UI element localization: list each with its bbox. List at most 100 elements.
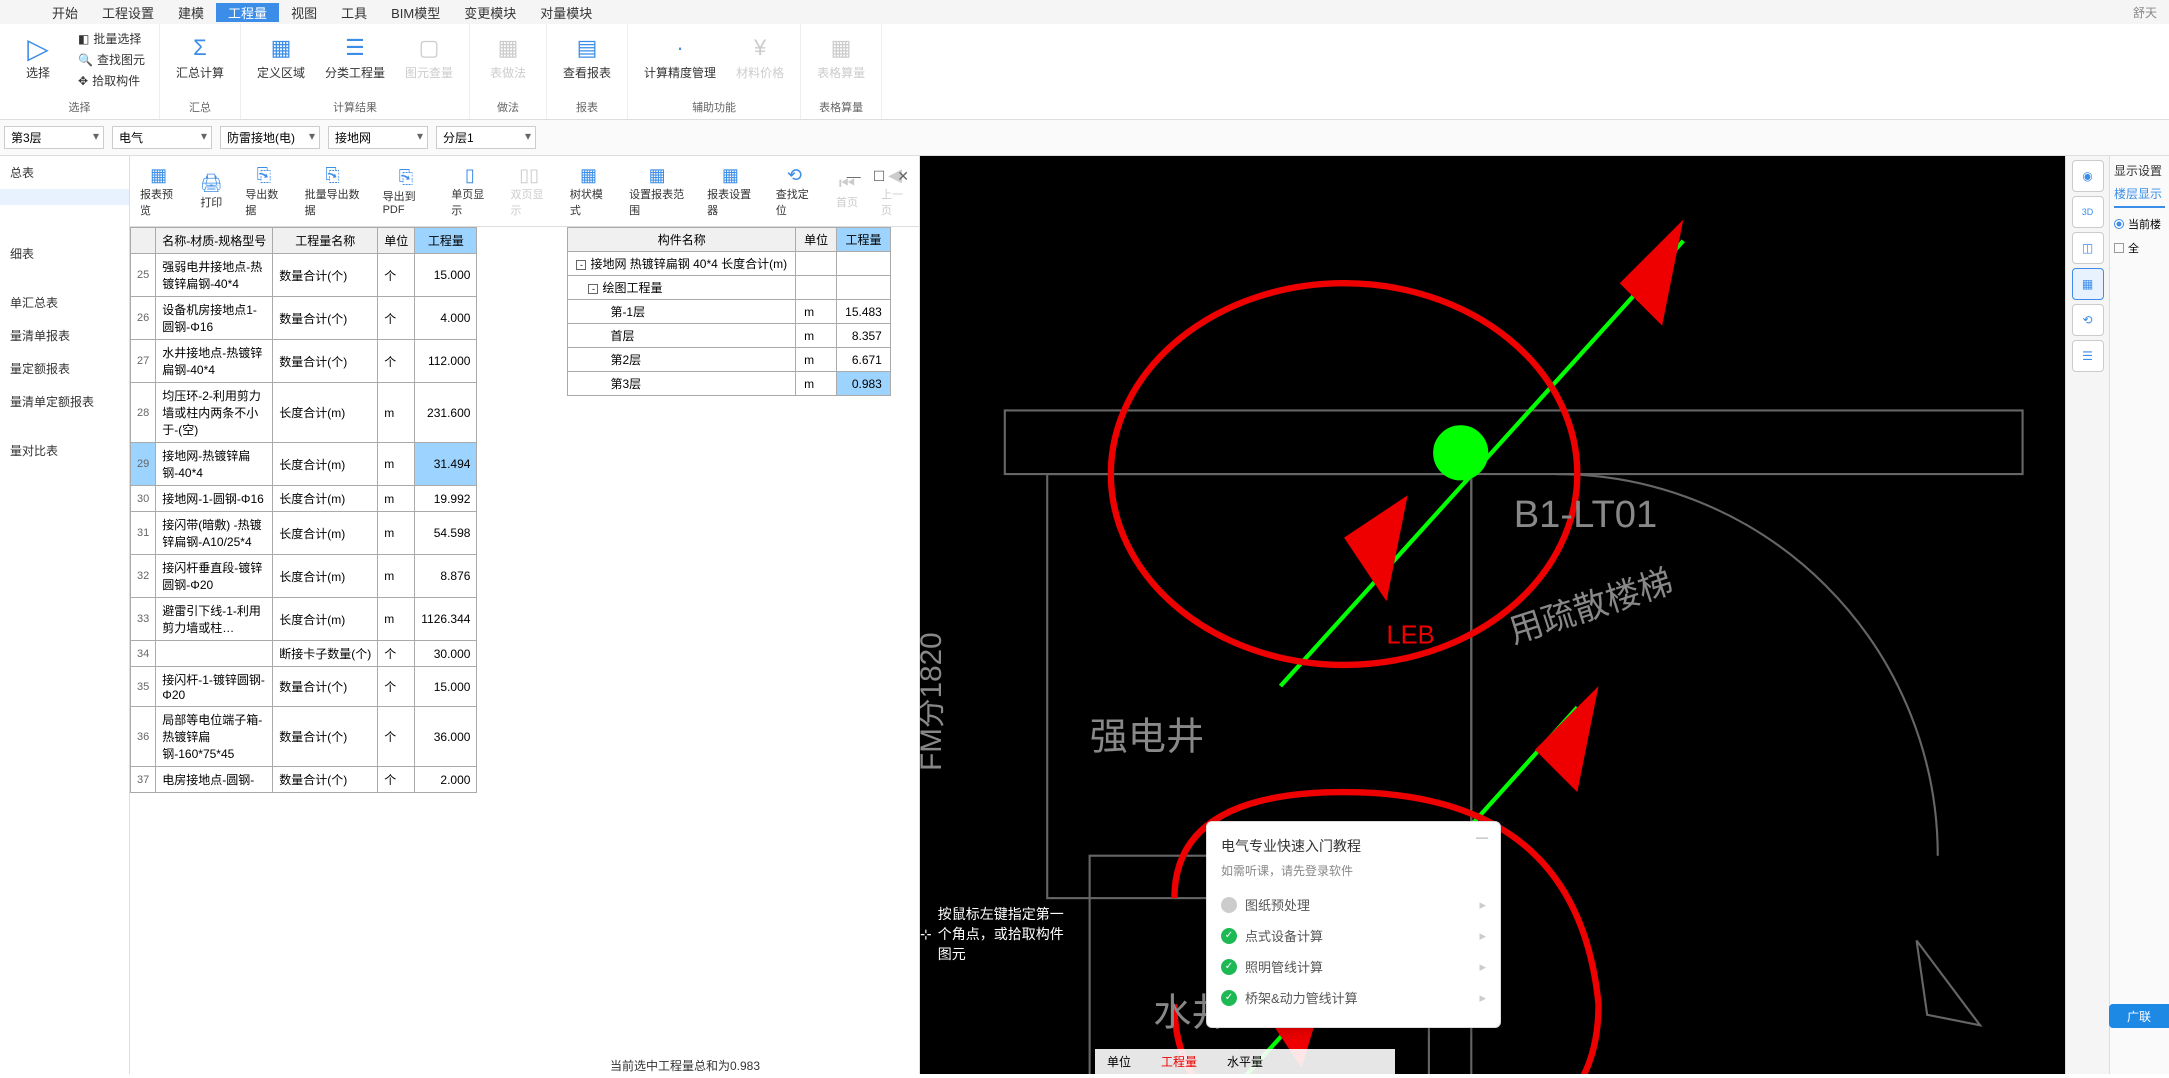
rotate-icon[interactable]: ⟲ xyxy=(2072,304,2104,336)
cube2-icon[interactable]: ▦ xyxy=(2072,268,2104,300)
table-row[interactable]: 第2层m6.671 xyxy=(568,348,890,372)
tutorial-item[interactable]: ✓照明管线计算▸ xyxy=(1221,951,1486,982)
table-row[interactable]: 第-1层m15.483 xyxy=(568,300,890,324)
menu-bim[interactable]: BIM模型 xyxy=(379,3,452,22)
report-tool-双页显示: ▯▯双页显示 xyxy=(501,160,558,222)
report-type-item[interactable] xyxy=(0,270,129,286)
report-tool-树状模式[interactable]: ▦树状模式 xyxy=(560,160,617,222)
table-row[interactable]: 27水井接地点-热镀锌扁钢-40*4数量合计(个)个112.000 xyxy=(131,340,477,383)
menu-change[interactable]: 变更模块 xyxy=(452,3,528,22)
ribbon-计算精度管理[interactable]: ·计算精度管理 xyxy=(636,28,724,85)
table-row[interactable]: 26设备机房接地点1-圆钢-Φ16数量合计(个)个4.000 xyxy=(131,297,477,340)
tutorial-item[interactable]: 图纸预处理▸ xyxy=(1221,889,1486,920)
report-type-item[interactable]: 量清单报表 xyxy=(0,319,129,352)
report-tool-批量导出数据[interactable]: ⎘批量导出数据 xyxy=(295,160,371,222)
report-tool-设置报表范围[interactable]: ▦设置报表范围 xyxy=(619,160,695,222)
menu-quantity[interactable]: 工程量 xyxy=(216,3,279,22)
table-row[interactable]: 32接闪杆垂直段-镀锌圆钢-Φ20长度合计(m)m8.876 xyxy=(131,555,477,598)
all-check[interactable]: 全 xyxy=(2114,240,2165,256)
menu-start[interactable]: 开始 xyxy=(40,3,90,22)
current-floor-radio[interactable]: 当前楼 xyxy=(2114,216,2165,232)
ribbon-材料价格: ¥材料价格 xyxy=(728,28,792,85)
table-row[interactable]: 第3层m0.983 xyxy=(568,372,890,396)
play-icon: ▸ xyxy=(1479,897,1486,913)
table-row[interactable]: 33避雷引下线-1-利用剪力墙或柱…长度合计(m)m1126.344 xyxy=(131,598,477,641)
report-type-item[interactable]: 总表 xyxy=(0,156,129,189)
report-tool-打印[interactable]: 🖨打印 xyxy=(189,168,233,214)
svg-text:强电井: 强电井 xyxy=(1090,716,1204,759)
tutorial-item[interactable]: ✓点式设备计算▸ xyxy=(1221,920,1486,951)
menu-compare[interactable]: 对量模块 xyxy=(528,3,604,22)
ribbon-icon: · xyxy=(664,32,696,64)
menu-tool[interactable]: 工具 xyxy=(329,3,379,22)
report-type-item[interactable]: 量定额报表 xyxy=(0,352,129,385)
report-tool-单页显示[interactable]: ▯单页显示 xyxy=(441,160,498,222)
category-select[interactable]: 防雷接地(电) xyxy=(220,126,320,149)
tutorial-item[interactable]: ✓桥架&动力管线计算▸ xyxy=(1221,982,1486,1013)
view-3d-icon[interactable]: 3D xyxy=(2072,196,2104,228)
table-row[interactable]: 30接地网-1-圆钢-Φ16长度合计(m)m19.992 xyxy=(131,486,477,512)
report-tool-导出数据[interactable]: ⎘导出数据 xyxy=(235,160,292,222)
table-row[interactable]: 首层m8.357 xyxy=(568,324,890,348)
ribbon-表格算量: ▦表格算量 xyxy=(809,28,873,85)
ribbon-查看报表[interactable]: ▤查看报表 xyxy=(555,28,619,85)
ribbon: ▷ 选择 ◧批量选择 🔍查找图元 ✥拾取构件 选择 Σ汇总计算汇总 ▦定义区域☰… xyxy=(0,24,2169,120)
layer-select[interactable]: 分层1 xyxy=(436,126,536,149)
list-icon[interactable]: ☰ xyxy=(2072,340,2104,372)
check-icon: ✓ xyxy=(1221,959,1237,975)
floor-select[interactable]: 第3层 xyxy=(4,126,104,149)
table-row[interactable]: 35接闪杆-1-镀锌圆钢-Φ20数量合计(个)个15.000 xyxy=(131,667,477,707)
ribbon-icon: Σ xyxy=(184,32,216,64)
report-type-item[interactable]: 量清单定额报表 xyxy=(0,385,129,418)
table-row[interactable]: 25强弱电井接地点-热镀锌扁钢-40*4数量合计(个)个15.000 xyxy=(131,254,477,297)
window-controls: — ☐ ✕ xyxy=(847,168,909,185)
ribbon-icon: ▦ xyxy=(825,32,857,64)
table-row[interactable]: 31接闪带(暗敷) -热镀锌扁钢-A10/25*4长度合计(m)m54.598 xyxy=(131,512,477,555)
table-row[interactable]: 29接地网-热镀锌扁钢-40*4长度合计(m)m31.494 xyxy=(131,443,477,486)
find-item[interactable]: 🔍查找图元 xyxy=(72,49,151,70)
report-type-item[interactable] xyxy=(0,418,129,434)
close-icon[interactable]: ✕ xyxy=(897,168,909,185)
ribbon-汇总计算[interactable]: Σ汇总计算 xyxy=(168,28,232,85)
globe-icon[interactable]: ◉ xyxy=(2072,160,2104,192)
popup-close[interactable]: — xyxy=(1476,830,1488,844)
report-type-item[interactable]: 量对比表 xyxy=(0,434,129,467)
report-tool-报表设置器[interactable]: ▦报表设置器 xyxy=(697,160,764,222)
batch-select[interactable]: ◧批量选择 xyxy=(72,28,151,49)
svg-text:LEB: LEB xyxy=(1386,622,1434,650)
discipline-select[interactable]: 电气 xyxy=(112,126,212,149)
pick-item[interactable]: ✥拾取构件 xyxy=(72,70,151,91)
check-icon xyxy=(1221,897,1237,913)
ribbon-分类工程量[interactable]: ☰分类工程量 xyxy=(317,28,393,85)
menu-model[interactable]: 建模 xyxy=(166,3,216,22)
brand-badge[interactable]: 广联 xyxy=(2109,1004,2169,1028)
table-row[interactable]: 34断接卡子数量(个)个30.000 xyxy=(131,641,477,667)
menubar: 开始 工程设置 建模 工程量 视图 工具 BIM模型 变更模块 对量模块 舒天 xyxy=(0,0,2169,24)
menu-view[interactable]: 视图 xyxy=(279,3,329,22)
report-tool-报表预览[interactable]: ▦报表预览 xyxy=(130,160,187,222)
menu-project[interactable]: 工程设置 xyxy=(90,3,166,22)
report-type-item[interactable]: 单汇总表 xyxy=(0,286,129,319)
component-select[interactable]: 接地网 xyxy=(328,126,428,149)
report-tree: 总表细表单汇总表量清单报表量定额报表量清单定额报表量对比表 xyxy=(0,156,130,1074)
report-type-item[interactable] xyxy=(0,205,129,221)
ribbon-定义区域[interactable]: ▦定义区域 xyxy=(249,28,313,85)
tutorial-popup: — 电气专业快速入门教程 如需听课，请先登录软件 图纸预处理▸✓点式设备计算▸✓… xyxy=(1206,821,1501,1028)
report-type-item[interactable] xyxy=(0,221,129,237)
minimize-icon[interactable]: — xyxy=(847,168,861,185)
report-type-item[interactable]: 细表 xyxy=(0,237,129,270)
selection-status: 当前选中工程量总和为0.983 xyxy=(610,1057,760,1074)
report-tool-导出到PDF[interactable]: ⎘导出到PDF xyxy=(373,162,440,220)
table-row[interactable]: 37电房接地点-圆钢-数量合计(个)个2.000 xyxy=(131,767,477,793)
play-icon: ▸ xyxy=(1479,959,1486,975)
report-type-item[interactable] xyxy=(0,189,129,205)
table-row[interactable]: 28均压环-2-利用剪力墙或柱内两条不小于-(空)长度合计(m)m231.600 xyxy=(131,383,477,443)
table-row[interactable]: 36局部等电位端子箱-热镀锌扁钢-160*75*45数量合计(个)个36.000 xyxy=(131,707,477,767)
ribbon-icon: ¥ xyxy=(744,32,776,64)
report-tool-查找定位[interactable]: ⟲查找定位 xyxy=(766,160,823,222)
floor-tab[interactable]: 楼层显示 xyxy=(2114,185,2165,208)
cube-icon[interactable]: ◫ xyxy=(2072,232,2104,264)
maximize-icon[interactable]: ☐ xyxy=(873,168,886,185)
select-tool[interactable]: ▷ 选择 xyxy=(8,28,68,85)
canvas-prompt: ⊹ 按鼠标左键指定第一个角点，或拾取构件图元 xyxy=(920,904,1075,964)
